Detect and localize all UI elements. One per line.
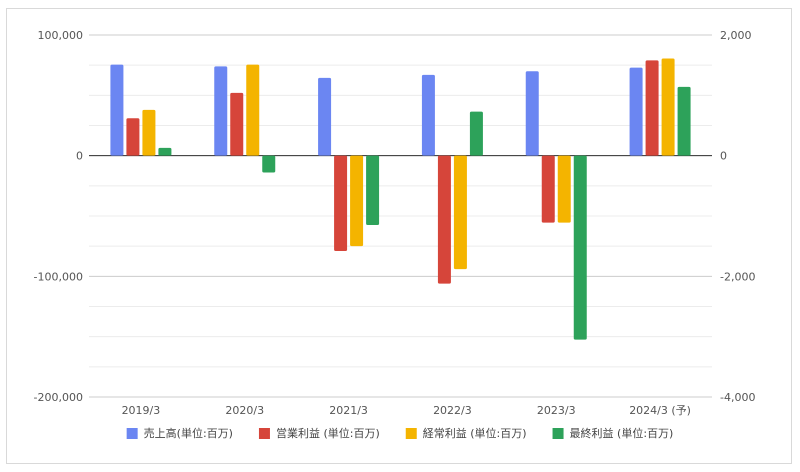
grid-lines	[89, 34, 712, 398]
left-axis-ticks: 100,000 0 -100,000 -200,000	[34, 29, 83, 404]
chart-frame	[6, 8, 792, 464]
x-tick-label: 2022/3	[433, 404, 472, 417]
left-tick-label: 0	[76, 150, 83, 163]
x-tick-label: 2024/3 (予)	[629, 404, 691, 417]
bar	[366, 155, 380, 226]
x-tick-label: 2021/3	[329, 404, 368, 417]
bar	[469, 111, 483, 156]
bar	[573, 155, 587, 340]
bar	[557, 155, 571, 223]
bar	[677, 86, 691, 156]
bar	[158, 147, 172, 156]
legend-label: 経常利益 (単位:百万)	[423, 426, 527, 440]
x-tick-label: 2019/3	[122, 404, 161, 417]
x-tick-label: 2023/3	[537, 404, 576, 417]
bar	[421, 74, 435, 156]
legend-swatch	[552, 428, 564, 439]
bar	[525, 71, 539, 156]
right-tick-label: -2,000	[720, 270, 755, 283]
bar	[142, 109, 156, 156]
legend-label: 売上高(単位:百万)	[144, 426, 233, 440]
bar	[629, 67, 643, 156]
bar	[541, 155, 555, 223]
x-tick-label: 2020/3	[225, 404, 264, 417]
bar	[214, 66, 228, 156]
bar	[334, 155, 348, 251]
right-tick-label: 0	[720, 150, 727, 163]
bar	[645, 60, 659, 156]
legend: 売上高(単位:百万) 営業利益 (単位:百万) 経常利益 (単位:百万) 最終利益 (…	[126, 426, 674, 440]
bar	[262, 155, 276, 173]
legend-swatch	[258, 428, 270, 439]
bar	[126, 118, 140, 156]
legend-label: 最終利益 (単位:百万)	[570, 426, 674, 440]
right-tick-label: -4,000	[720, 391, 755, 404]
bar	[230, 92, 244, 156]
bar	[453, 155, 467, 270]
right-tick-label: 2,000	[720, 29, 752, 42]
bar	[437, 155, 451, 284]
bar	[110, 64, 124, 156]
left-tick-label: -100,000	[34, 270, 83, 283]
right-axis-ticks: 2,000 0 -2,000 -4,000	[720, 29, 755, 404]
legend-swatch	[126, 428, 138, 439]
bar	[350, 155, 364, 247]
bars	[110, 58, 691, 340]
left-tick-label: 100,000	[38, 29, 84, 42]
bar	[246, 64, 260, 156]
legend-label: 営業利益 (単位:百万)	[276, 426, 380, 440]
bar	[661, 58, 675, 156]
legend-swatch	[405, 428, 417, 439]
x-axis-ticks: 2019/3 2020/3 2021/3 2022/3 2023/3 2024/3 (予)	[122, 404, 691, 417]
bar	[318, 77, 332, 156]
left-tick-label: -200,000	[34, 391, 83, 404]
